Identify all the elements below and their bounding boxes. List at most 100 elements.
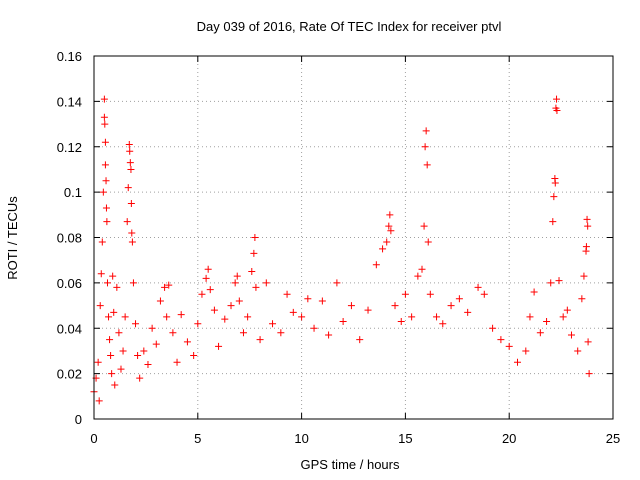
x-tick-labels: 0 5 10 15 20 25 bbox=[90, 431, 620, 446]
data-point bbox=[165, 281, 173, 289]
data-point bbox=[551, 179, 559, 187]
data-point bbox=[140, 347, 148, 355]
data-point bbox=[134, 351, 142, 359]
data-point bbox=[418, 265, 426, 273]
data-points bbox=[90, 95, 593, 405]
x-tick-label: 15 bbox=[398, 431, 412, 446]
data-point bbox=[113, 283, 121, 291]
data-point bbox=[304, 295, 312, 303]
data-point bbox=[584, 222, 592, 230]
data-point bbox=[256, 336, 264, 344]
data-point bbox=[574, 347, 582, 355]
y-tick-label: 0.04 bbox=[57, 321, 82, 336]
data-point bbox=[585, 370, 593, 378]
x-axis-label: GPS time / hours bbox=[301, 457, 400, 472]
data-point bbox=[103, 218, 111, 226]
y-tick-label: 0 bbox=[75, 412, 82, 427]
data-point bbox=[553, 106, 561, 114]
data-point bbox=[522, 347, 530, 355]
data-point bbox=[190, 351, 198, 359]
data-point bbox=[549, 218, 557, 226]
data-point bbox=[102, 177, 110, 185]
data-point bbox=[318, 297, 326, 305]
data-point bbox=[310, 324, 318, 332]
data-point bbox=[497, 336, 505, 344]
data-point bbox=[106, 336, 114, 344]
data-point bbox=[379, 245, 387, 253]
data-point bbox=[148, 324, 156, 332]
data-point bbox=[298, 313, 306, 321]
data-point bbox=[391, 302, 399, 310]
data-point bbox=[262, 279, 270, 287]
data-point bbox=[526, 313, 534, 321]
data-point bbox=[128, 229, 136, 237]
data-point bbox=[426, 290, 434, 298]
data-point bbox=[250, 249, 258, 257]
data-point bbox=[152, 340, 160, 348]
data-point bbox=[235, 297, 243, 305]
data-point bbox=[227, 302, 235, 310]
data-point bbox=[105, 313, 113, 321]
data-point bbox=[132, 320, 140, 328]
data-point bbox=[289, 308, 297, 316]
data-point bbox=[161, 283, 169, 291]
data-point bbox=[555, 277, 563, 285]
data-point bbox=[129, 279, 137, 287]
data-point bbox=[567, 331, 575, 339]
data-point bbox=[125, 140, 133, 148]
data-point bbox=[333, 279, 341, 287]
data-point bbox=[101, 138, 109, 146]
data-point bbox=[424, 238, 432, 246]
y-tick-label: 0.14 bbox=[57, 94, 82, 109]
data-point bbox=[124, 184, 132, 192]
data-point bbox=[117, 365, 125, 373]
data-point bbox=[420, 222, 428, 230]
data-point bbox=[103, 279, 111, 287]
data-point bbox=[204, 265, 212, 273]
data-point bbox=[99, 188, 107, 196]
data-point bbox=[233, 272, 241, 280]
data-point bbox=[123, 218, 131, 226]
y-tick-label: 0.02 bbox=[57, 367, 82, 382]
data-point bbox=[559, 313, 567, 321]
data-point bbox=[423, 161, 431, 169]
data-point bbox=[156, 297, 164, 305]
data-point bbox=[439, 320, 447, 328]
x-tick-label: 10 bbox=[294, 431, 308, 446]
data-point bbox=[100, 113, 108, 121]
data-point bbox=[109, 272, 117, 280]
data-point bbox=[231, 279, 239, 287]
data-point bbox=[550, 193, 558, 201]
data-point bbox=[447, 302, 455, 310]
x-tick-label: 0 bbox=[90, 431, 97, 446]
data-point bbox=[536, 329, 544, 337]
data-point bbox=[251, 234, 259, 241]
data-point bbox=[110, 308, 118, 316]
data-point bbox=[283, 290, 291, 298]
data-point bbox=[163, 313, 171, 321]
data-point bbox=[408, 313, 416, 321]
data-point bbox=[100, 95, 108, 103]
data-point bbox=[347, 302, 355, 310]
data-point bbox=[126, 159, 134, 167]
data-point bbox=[385, 222, 393, 230]
data-point bbox=[108, 370, 116, 378]
data-point bbox=[252, 283, 260, 291]
data-point bbox=[339, 317, 347, 325]
data-point bbox=[210, 306, 218, 314]
data-point bbox=[277, 329, 285, 337]
data-point bbox=[584, 338, 592, 346]
data-point bbox=[173, 358, 181, 366]
data-point bbox=[530, 288, 538, 296]
x-tick-label: 5 bbox=[194, 431, 201, 446]
data-point bbox=[397, 317, 405, 325]
data-point bbox=[177, 311, 185, 319]
data-point bbox=[422, 127, 430, 135]
data-point bbox=[480, 290, 488, 298]
data-point bbox=[269, 320, 277, 328]
data-point bbox=[128, 238, 136, 246]
data-point bbox=[97, 270, 105, 278]
data-point bbox=[115, 329, 123, 337]
data-point bbox=[580, 272, 588, 280]
data-point bbox=[563, 306, 571, 314]
